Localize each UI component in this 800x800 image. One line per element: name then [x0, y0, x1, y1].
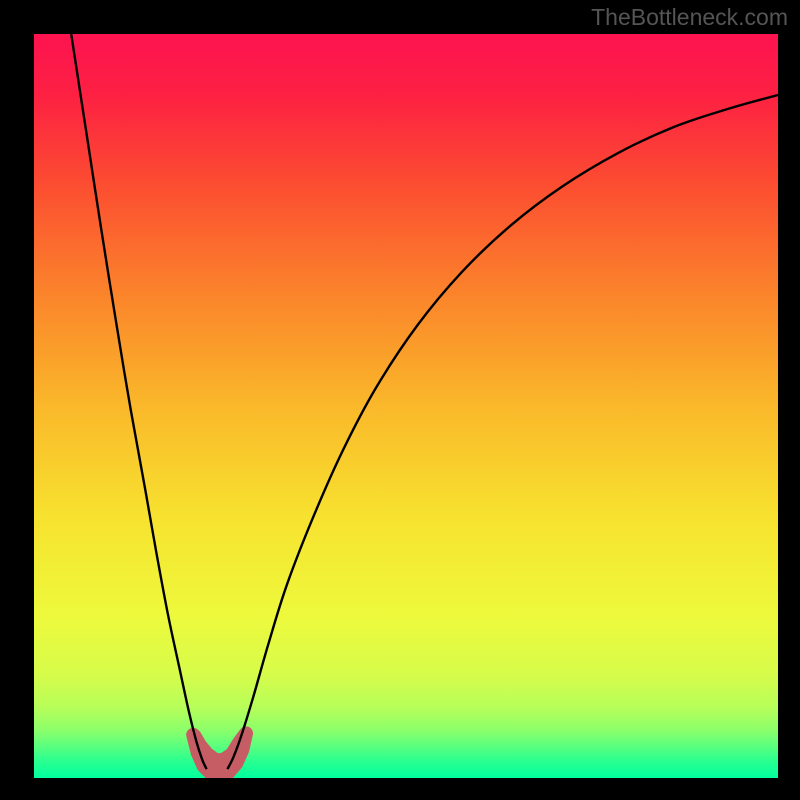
curve-left-branch [71, 34, 206, 769]
chart-container: TheBottleneck.com [0, 0, 800, 800]
plot-area [34, 34, 778, 778]
watermark-text: TheBottleneck.com [591, 4, 788, 31]
curve-right-branch [227, 95, 778, 769]
curves-layer [34, 34, 778, 778]
